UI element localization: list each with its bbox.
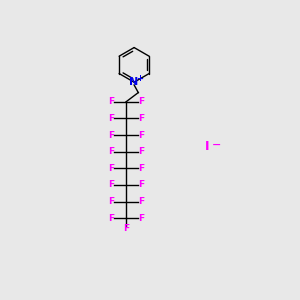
Text: F: F <box>138 147 144 156</box>
Text: F: F <box>138 164 144 173</box>
Text: F: F <box>138 130 144 140</box>
Text: F: F <box>108 114 114 123</box>
Text: N: N <box>130 77 139 87</box>
Text: I: I <box>205 140 209 153</box>
Text: F: F <box>108 164 114 173</box>
Text: F: F <box>108 214 114 223</box>
Text: F: F <box>138 97 144 106</box>
Text: F: F <box>108 197 114 206</box>
Text: F: F <box>138 197 144 206</box>
Text: F: F <box>108 130 114 140</box>
Text: F: F <box>138 181 144 190</box>
Text: F: F <box>108 147 114 156</box>
Text: F: F <box>108 181 114 190</box>
Text: F: F <box>138 114 144 123</box>
Text: F: F <box>108 97 114 106</box>
Text: F: F <box>138 214 144 223</box>
Text: F: F <box>123 224 129 233</box>
Text: +: + <box>136 74 143 83</box>
Text: −: − <box>212 140 221 150</box>
